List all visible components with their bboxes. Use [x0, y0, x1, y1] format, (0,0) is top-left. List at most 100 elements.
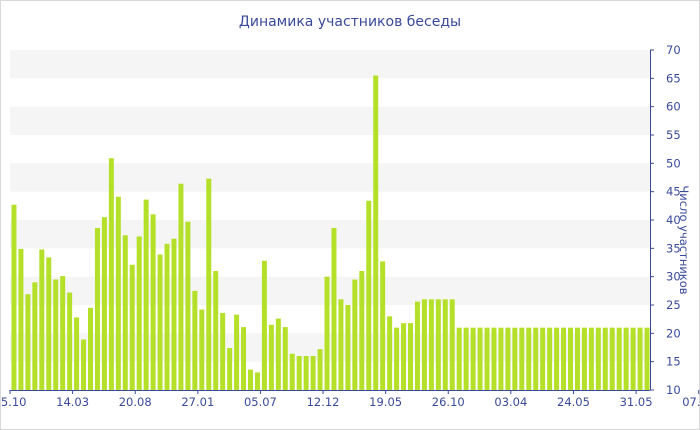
- bar: [220, 312, 226, 390]
- grid-band: [10, 163, 650, 192]
- x-tick-label: 26.10: [432, 395, 465, 409]
- bar: [11, 204, 17, 390]
- bar: [519, 327, 525, 390]
- bar: [345, 305, 351, 390]
- y-tick-label: 35: [666, 241, 681, 255]
- bar: [449, 299, 455, 390]
- bar: [143, 199, 149, 390]
- bar: [282, 327, 288, 390]
- bar: [53, 279, 59, 390]
- bar: [421, 299, 427, 390]
- bar: [581, 327, 587, 390]
- y-tick-label: 60: [666, 100, 681, 114]
- bar: [373, 75, 379, 390]
- bar: [199, 309, 205, 390]
- bar: [136, 236, 142, 390]
- bar: [227, 348, 233, 390]
- bar: [407, 323, 414, 390]
- x-tick-label: 05.07: [244, 395, 277, 409]
- bar: [331, 227, 337, 390]
- bar: [470, 327, 476, 390]
- bar: [637, 327, 643, 390]
- bar: [435, 299, 441, 390]
- bar: [192, 290, 198, 390]
- bar: [289, 353, 295, 390]
- y-axis-title: Число участников: [677, 185, 691, 294]
- bar: [241, 327, 247, 390]
- bar: [442, 299, 448, 390]
- bar: [526, 327, 532, 390]
- bar: [567, 327, 574, 390]
- bar: [644, 327, 650, 390]
- y-tick-label: 40: [666, 213, 681, 227]
- bar: [74, 317, 80, 390]
- bar: [366, 200, 372, 390]
- x-tick-label: 27.01: [181, 395, 214, 409]
- grid-band: [10, 106, 650, 135]
- y-tick-label: 70: [666, 43, 681, 57]
- bar: [609, 327, 615, 390]
- bar: [150, 214, 156, 390]
- bar: [87, 307, 94, 390]
- bar: [387, 316, 393, 390]
- bar: [185, 221, 191, 390]
- bar: [616, 327, 622, 390]
- bar: [25, 294, 31, 390]
- bar: [477, 327, 483, 390]
- x-tick-label: 05.10: [0, 395, 26, 409]
- bar: [296, 356, 302, 390]
- bar: [380, 261, 386, 390]
- bar: [588, 327, 594, 390]
- bar: [46, 257, 52, 390]
- y-tick-label: 15: [666, 355, 681, 369]
- bar: [456, 327, 462, 390]
- x-tick-label: 24.05: [557, 395, 590, 409]
- bar: [108, 158, 114, 390]
- bar: [94, 227, 100, 390]
- bar: [164, 243, 170, 390]
- bar: [39, 249, 45, 390]
- bar: [18, 248, 24, 390]
- bar: [359, 271, 365, 390]
- bar: [178, 183, 184, 390]
- bar: [129, 264, 135, 390]
- bar: [505, 327, 511, 390]
- bar: [115, 196, 121, 390]
- bar: [32, 282, 38, 390]
- grid-band: [10, 50, 650, 79]
- bar: [275, 318, 281, 390]
- bar: [414, 301, 420, 390]
- bar: [317, 349, 323, 390]
- bar: [338, 299, 344, 390]
- y-tick-label: 25: [666, 298, 681, 312]
- bar: [623, 327, 629, 390]
- y-tick-label: 10: [666, 383, 681, 397]
- bar: [206, 178, 212, 390]
- bar: [81, 339, 87, 390]
- bar: [533, 327, 539, 390]
- bar: [171, 238, 177, 390]
- bar: [213, 271, 219, 390]
- bar: [540, 327, 546, 390]
- bar: [484, 327, 490, 390]
- bar: [630, 327, 636, 390]
- bar: [101, 217, 107, 390]
- x-tick-label: 03.04: [494, 395, 527, 409]
- x-tick-label: 14.03: [56, 395, 89, 409]
- bar: [352, 279, 358, 390]
- bar: [254, 372, 260, 390]
- bar: [595, 327, 601, 390]
- x-tick-label: 31.05: [620, 395, 653, 409]
- bar: [602, 327, 608, 390]
- bar: [512, 327, 518, 390]
- y-tick-label: 50: [666, 156, 681, 170]
- bar: [268, 324, 274, 390]
- bar: [60, 276, 66, 390]
- bar: [561, 327, 567, 390]
- bar: [463, 327, 469, 390]
- y-tick-label: 55: [666, 128, 681, 142]
- x-tick-label: 12.12: [307, 395, 340, 409]
- bar: [491, 327, 497, 390]
- bar: [303, 356, 309, 390]
